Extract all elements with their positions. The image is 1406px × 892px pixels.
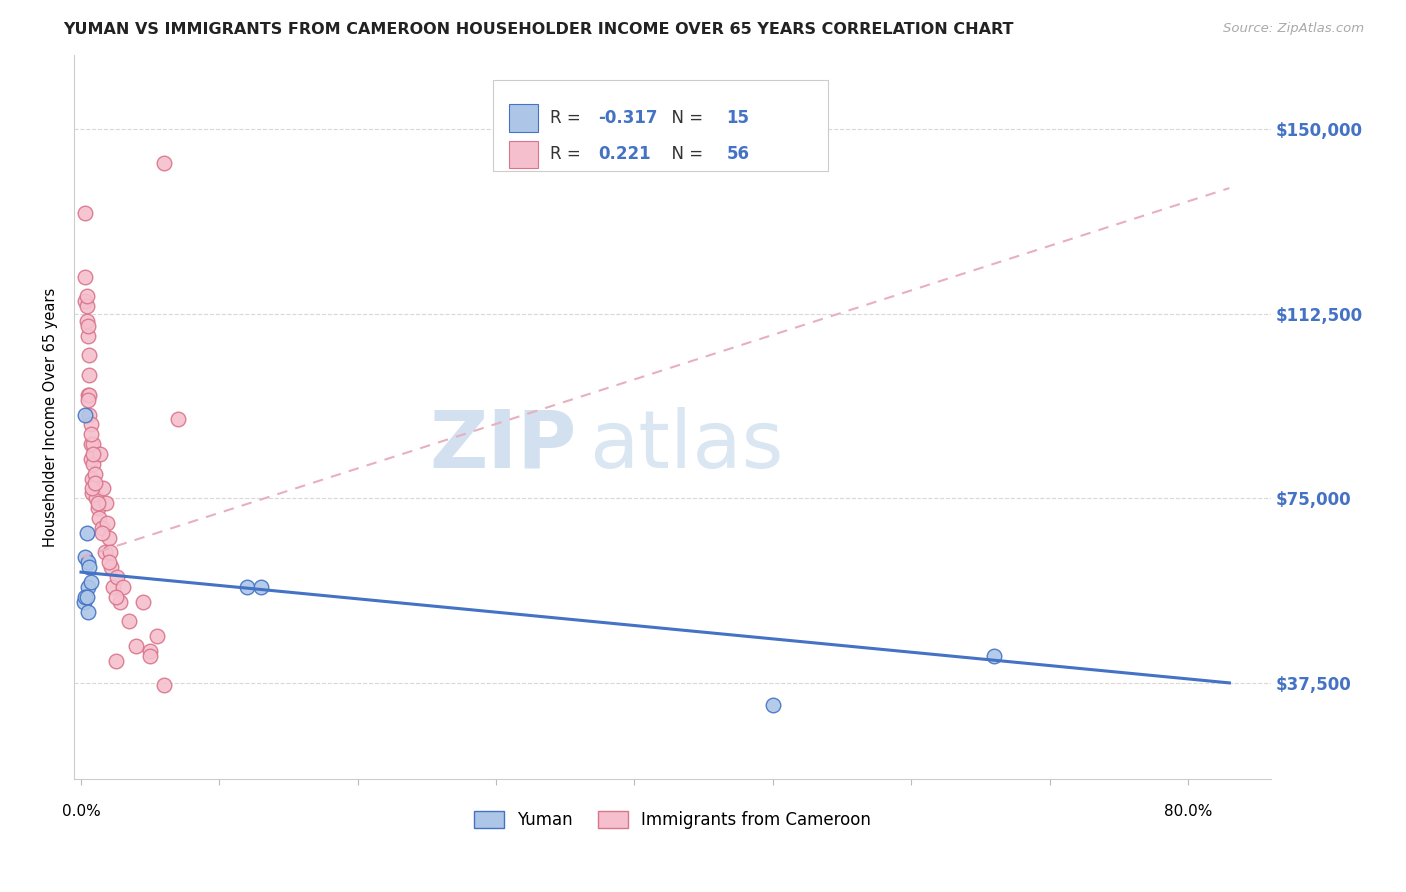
Point	[108, 595, 131, 609]
Point	[76, 314, 98, 328]
Bar	[509, 141, 538, 168]
Point	[83, 476, 105, 491]
Text: ZIP: ZIP	[429, 407, 576, 485]
Point	[87, 511, 110, 525]
Point	[75, 408, 97, 422]
Point	[82, 457, 104, 471]
Point	[93, 545, 115, 559]
Text: N =: N =	[661, 145, 707, 163]
Point	[100, 560, 122, 574]
Point	[111, 580, 134, 594]
Point	[77, 605, 100, 619]
Point	[79, 408, 101, 422]
Point	[94, 496, 117, 510]
Point	[80, 574, 103, 589]
Text: atlas: atlas	[589, 407, 783, 485]
Text: 56: 56	[727, 145, 749, 163]
Text: 0.221: 0.221	[599, 145, 651, 163]
Point	[236, 580, 259, 594]
Point	[82, 447, 104, 461]
Point	[75, 590, 97, 604]
Point	[79, 368, 101, 383]
Point	[77, 392, 100, 407]
Text: 80.0%: 80.0%	[1164, 804, 1212, 819]
Point	[96, 516, 118, 530]
Point	[80, 472, 103, 486]
Point	[250, 580, 273, 594]
Point	[75, 294, 97, 309]
Point	[118, 615, 141, 629]
Text: R =: R =	[550, 145, 586, 163]
Point	[90, 525, 112, 540]
Point	[82, 437, 104, 451]
Point	[97, 531, 120, 545]
Point	[80, 482, 103, 496]
Point	[97, 555, 120, 569]
Point	[762, 698, 785, 712]
Point	[80, 427, 103, 442]
Point	[90, 521, 112, 535]
Text: YUMAN VS IMMIGRANTS FROM CAMEROON HOUSEHOLDER INCOME OVER 65 YEARS CORRELATION C: YUMAN VS IMMIGRANTS FROM CAMEROON HOUSEH…	[63, 22, 1014, 37]
Point	[80, 486, 103, 500]
Point	[89, 447, 111, 461]
Text: N =: N =	[661, 109, 707, 127]
Point	[77, 318, 100, 333]
Y-axis label: Householder Income Over 65 years: Householder Income Over 65 years	[44, 287, 58, 547]
Point	[153, 156, 176, 170]
Text: 0.0%: 0.0%	[62, 804, 100, 819]
Bar	[509, 104, 538, 132]
Point	[91, 482, 114, 496]
FancyBboxPatch shape	[494, 80, 828, 171]
Point	[75, 269, 97, 284]
Point	[76, 289, 98, 303]
Point	[84, 491, 107, 506]
Point	[98, 545, 121, 559]
Point	[167, 412, 190, 426]
Point	[86, 496, 108, 510]
Point	[146, 629, 169, 643]
Text: R =: R =	[550, 109, 586, 127]
Point	[80, 451, 103, 466]
Point	[83, 467, 105, 481]
Point	[76, 525, 98, 540]
Point	[75, 205, 97, 219]
Point	[80, 417, 103, 432]
Point	[104, 654, 127, 668]
Point	[76, 590, 98, 604]
Point	[75, 550, 97, 565]
Point	[73, 595, 96, 609]
Text: Source: ZipAtlas.com: Source: ZipAtlas.com	[1223, 22, 1364, 36]
Point	[77, 555, 100, 569]
Point	[104, 590, 127, 604]
Point	[139, 644, 162, 658]
Point	[101, 580, 124, 594]
Point	[76, 299, 98, 313]
Text: 15: 15	[727, 109, 749, 127]
Legend: Yuman, Immigrants from Cameroon: Yuman, Immigrants from Cameroon	[467, 805, 877, 836]
Point	[983, 648, 1005, 663]
Point	[105, 570, 128, 584]
Point	[79, 349, 101, 363]
Point	[77, 580, 100, 594]
Point	[153, 678, 176, 692]
Point	[139, 648, 162, 663]
Point	[79, 560, 101, 574]
Point	[77, 388, 100, 402]
Point	[77, 328, 100, 343]
Point	[132, 595, 155, 609]
Point	[86, 501, 108, 516]
Point	[125, 639, 148, 653]
Point	[79, 388, 101, 402]
Text: -0.317: -0.317	[599, 109, 658, 127]
Point	[80, 437, 103, 451]
